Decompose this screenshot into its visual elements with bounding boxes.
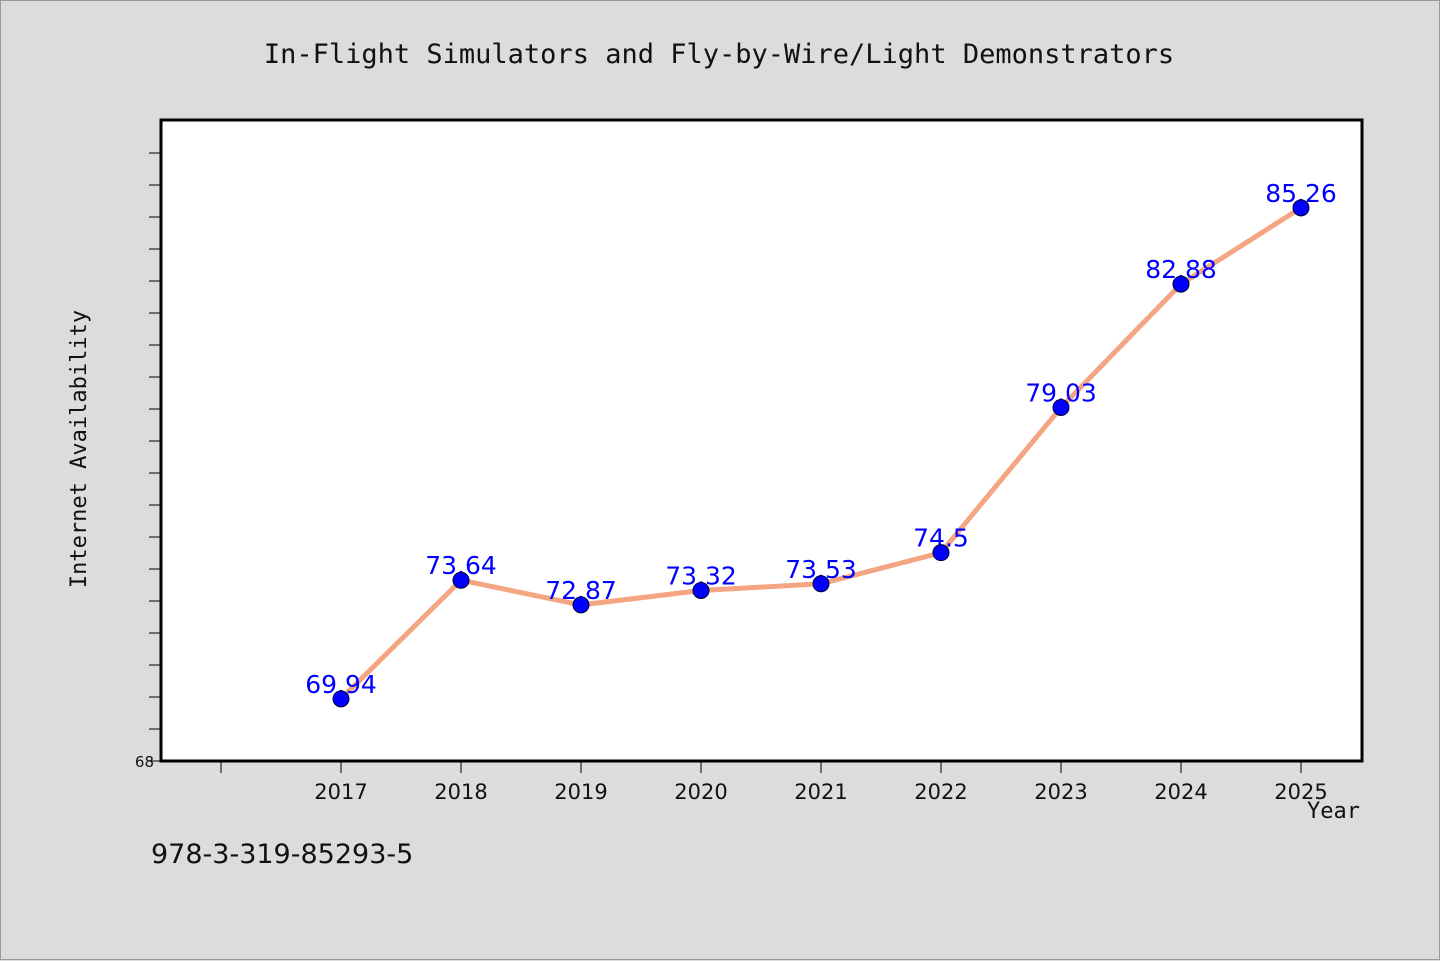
x-tick-label-2022: 2022 (914, 780, 967, 804)
x-tick-label-2017: 2017 (314, 780, 367, 804)
x-tick-label-2024: 2024 (1154, 780, 1207, 804)
x-tick-label-2023: 2023 (1034, 780, 1087, 804)
x-tick-label-2025: 2025 (1274, 780, 1327, 804)
x-tick-label-2019: 2019 (554, 780, 607, 804)
x-axis-ticks (220, 761, 1302, 773)
data-point-2020 (692, 581, 710, 599)
data-point-2022 (932, 544, 950, 562)
y-axis-ticks (149, 152, 161, 762)
data-point-2023 (1052, 398, 1070, 416)
plot-area (159, 118, 1364, 763)
chart-title: In-Flight Simulators and Fly-by-Wire/Lig… (264, 39, 1174, 70)
x-tick-label-2018: 2018 (434, 780, 487, 804)
y-axis-min-label: 68 (135, 753, 154, 771)
x-axis-label: Year (1307, 799, 1360, 824)
x-tick-label-2021: 2021 (794, 780, 847, 804)
x-axis-tick-labels: 2017 2018 2019 2020 2021 2022 2023 2024 2025 (314, 780, 1327, 804)
data-point-2019 (572, 596, 590, 614)
data-point-2018 (452, 571, 470, 589)
marker-layer (332, 199, 1310, 708)
data-point-2017 (332, 690, 350, 708)
footer-isbn: 978-3-319-85293-5 (151, 839, 413, 870)
data-point-2024 (1172, 275, 1190, 293)
data-point-2021 (812, 575, 830, 593)
x-tick-label-2020: 2020 (674, 780, 727, 804)
y-axis-label: Internet Availability (67, 310, 92, 588)
data-point-2025 (1292, 199, 1310, 217)
